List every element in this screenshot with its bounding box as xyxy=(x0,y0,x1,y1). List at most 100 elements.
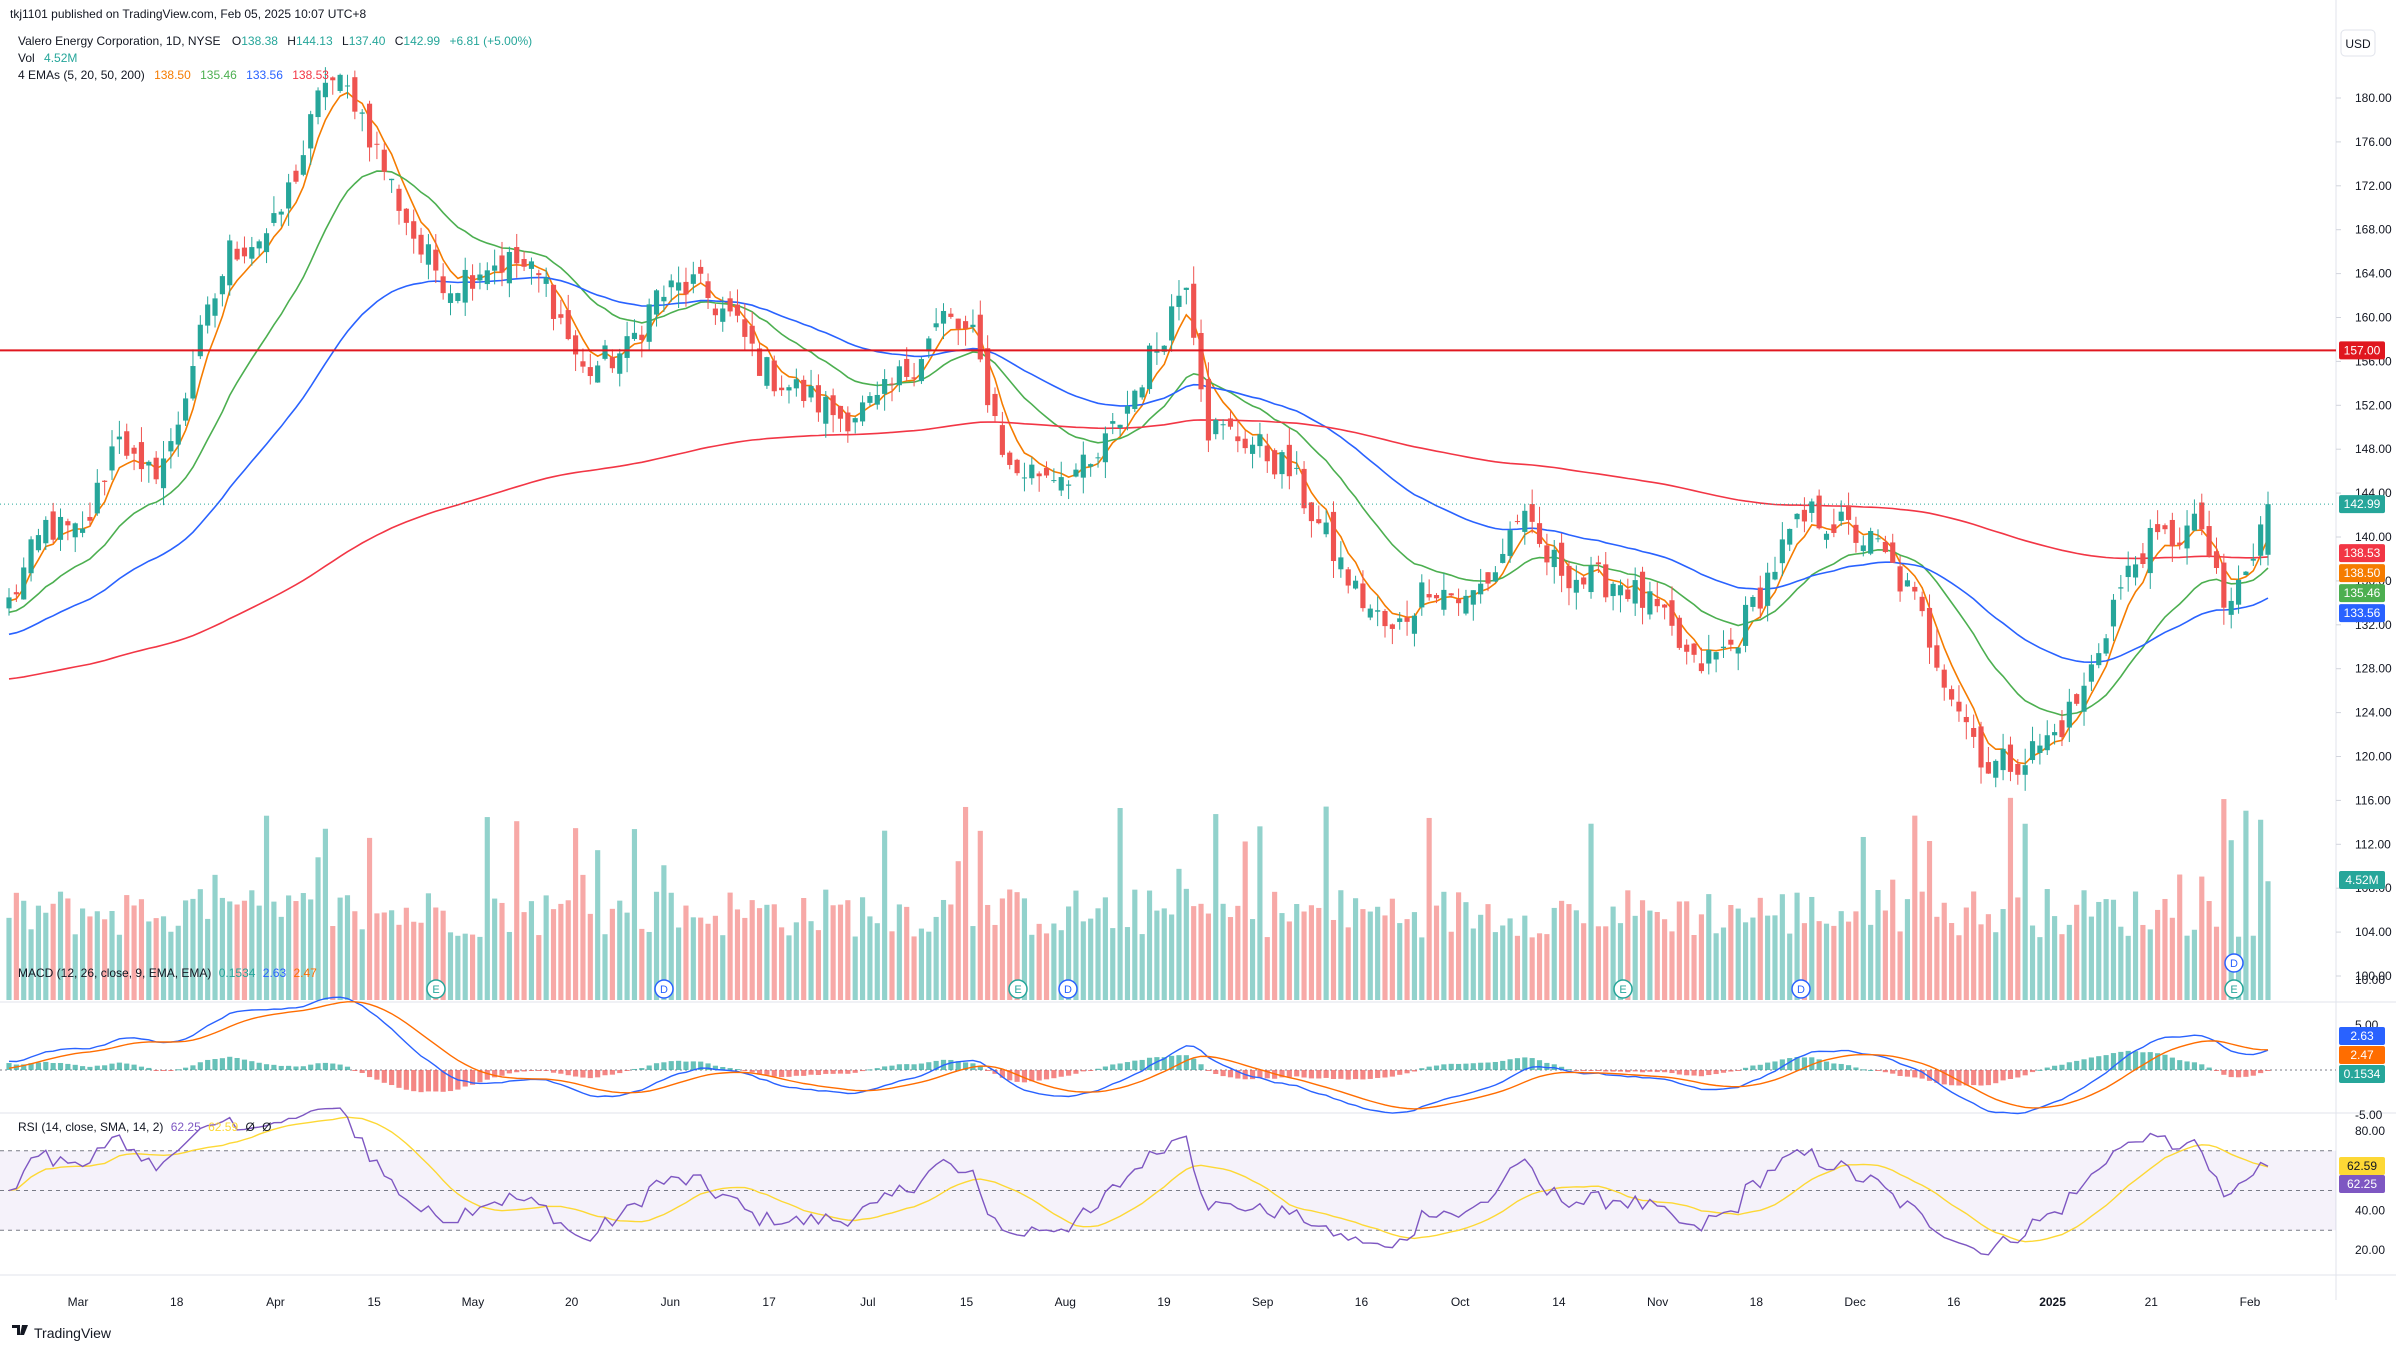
volume-bar xyxy=(904,906,910,1000)
currency-box[interactable] xyxy=(2340,29,2376,57)
volume-bar xyxy=(1470,928,1476,1000)
macd-histogram-bar xyxy=(1264,1070,1270,1079)
volume-bar xyxy=(1088,918,1094,1000)
volume-bar xyxy=(1846,921,1852,1000)
candle-body xyxy=(2199,502,2205,530)
macd-histogram-bar xyxy=(1860,1069,1866,1071)
candle-body xyxy=(756,348,763,376)
macd-histogram-bar xyxy=(2007,1070,2014,1079)
time-axis[interactable]: Mar 18 Apr 15 May 20 Jun 17 Jul 15 Aug 19 Sep 16 Oct 14… xyxy=(68,1295,2261,1309)
macd-histogram-bar xyxy=(1308,1070,1314,1079)
macd-badge-label: 2.47 xyxy=(2350,1048,2374,1062)
volume-bar xyxy=(2162,898,2168,1000)
candle-body xyxy=(1963,716,1969,723)
volume-bar xyxy=(2132,891,2139,1000)
volume-bar xyxy=(1669,931,1675,1000)
candle-body xyxy=(1257,434,1263,447)
rsi-badge xyxy=(2339,1157,2385,1175)
macd-legend[interactable]: MACD (12, 26, close, 9, EMA, EMA) 0.1534… xyxy=(18,966,317,980)
macd-histogram-bar xyxy=(1934,1070,1940,1083)
event-marker-label: D xyxy=(1797,984,1805,996)
candle-body xyxy=(160,458,167,489)
macd-histogram-bar xyxy=(1846,1065,1852,1070)
macd-histogram-bar xyxy=(1029,1070,1035,1082)
ohlc-close-label: C xyxy=(395,34,404,48)
volume-bar xyxy=(1713,933,1719,1000)
macd-histogram-bar xyxy=(653,1063,660,1070)
legend-symbol-line[interactable]: Valero Energy Corporation, 1D, NYSE O138… xyxy=(18,34,532,48)
macd-histogram-bar xyxy=(727,1068,733,1070)
macd-histogram-bar xyxy=(1456,1063,1462,1070)
price-axis[interactable]: 180.00176.00172.00168.00164.00160.00156.… xyxy=(2336,91,2392,983)
macd-histogram-bar xyxy=(28,1063,34,1070)
candle-body xyxy=(462,269,468,303)
candle-body xyxy=(2184,525,2190,549)
candle-body xyxy=(1647,591,1653,615)
candle-body xyxy=(933,323,939,328)
candle-body xyxy=(1728,639,1734,645)
macd-histogram-bar xyxy=(366,1070,373,1078)
candle-body xyxy=(1029,464,1035,479)
macd-histogram-bar xyxy=(565,1070,571,1076)
macd-histogram-bar xyxy=(1249,1070,1256,1080)
candle-body xyxy=(1897,566,1903,592)
volume-bar xyxy=(1617,923,1624,1000)
volume-bar xyxy=(1963,907,1969,1000)
macd-badge xyxy=(2339,1046,2385,1064)
event-marker xyxy=(1613,979,1633,999)
rsi-legend[interactable]: RSI (14, close, SMA, 14, 2) 62.25 62.59 … xyxy=(18,1120,272,1134)
macd-histogram-bar xyxy=(1588,1070,1594,1071)
macd-histogram-bar xyxy=(1441,1064,1447,1070)
volume-bar xyxy=(815,930,821,1000)
event-marker xyxy=(1058,979,1078,999)
tradingview-logo[interactable]: TradingView xyxy=(12,1325,112,1341)
volume-bar xyxy=(227,901,233,1000)
macd-histogram-bar xyxy=(57,1062,64,1070)
macd-histogram-bar xyxy=(2213,1070,2220,1071)
volume-bar xyxy=(2022,823,2028,1000)
volume-bar xyxy=(1595,926,1601,1000)
volume-bar xyxy=(1036,923,1042,1000)
legend-ema-line[interactable]: 4 EMAs (5, 20, 50, 200) 138.50 135.46 13… xyxy=(18,68,329,82)
candle-body xyxy=(970,324,976,328)
candle-body xyxy=(705,281,711,298)
legend-volume-line[interactable]: Vol 4.52M xyxy=(18,51,77,65)
macd-histogram-bar xyxy=(2221,1070,2227,1075)
time-axis-label: Apr xyxy=(266,1295,285,1309)
macd-histogram-bar xyxy=(1573,1070,1579,1071)
macd-histogram-bar xyxy=(72,1064,78,1070)
price-badge-label: 138.50 xyxy=(2344,566,2381,580)
macd-histogram-bar xyxy=(2103,1055,2109,1070)
volume-bar xyxy=(87,916,93,1000)
candle-body xyxy=(904,358,910,377)
volume-bar xyxy=(389,910,395,1000)
volume-bar xyxy=(263,815,270,1000)
volume-bar xyxy=(830,905,836,1000)
candle-body xyxy=(286,182,292,209)
volume-bar xyxy=(2184,935,2190,1000)
macd-histogram-bar xyxy=(1625,1070,1631,1073)
macd-histogram-bar xyxy=(241,1059,248,1070)
macd-histogram-bar xyxy=(2000,1070,2006,1081)
volume-bar xyxy=(197,889,203,1000)
volume-bar xyxy=(1448,931,1454,1000)
macd-axis-label: -5.00 xyxy=(2355,1108,2383,1122)
macd-histogram-bar xyxy=(2250,1070,2256,1076)
macd-axis-label: 10.00 xyxy=(2355,973,2385,987)
rsi-div-bear: Ø xyxy=(262,1120,271,1134)
candle-body xyxy=(2140,553,2146,565)
macd-histogram-bar xyxy=(734,1069,741,1071)
candle-body xyxy=(999,425,1005,455)
candle-body xyxy=(234,248,240,260)
candle-body xyxy=(2074,694,2080,704)
macd-histogram-bar xyxy=(2169,1057,2175,1070)
brand-name: TradingView xyxy=(34,1325,112,1341)
macd-histogram-bar xyxy=(1779,1059,1785,1070)
volume-bar xyxy=(676,927,682,1000)
time-axis-label: 15 xyxy=(960,1295,974,1309)
candle-body xyxy=(1742,604,1749,646)
currency-label: USD xyxy=(2345,37,2371,51)
macd-histogram-bar xyxy=(87,1066,93,1070)
macd-histogram-bar xyxy=(1021,1070,1028,1083)
macd-histogram-bar xyxy=(837,1070,844,1074)
